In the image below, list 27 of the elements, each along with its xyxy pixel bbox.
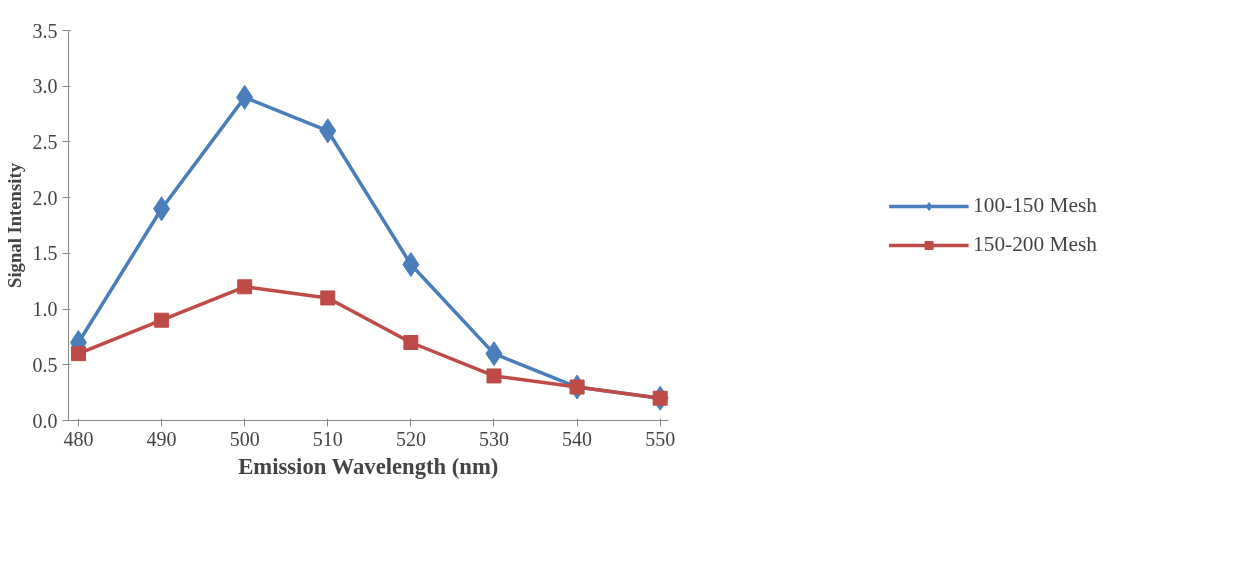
x-tick-label: 540 (562, 427, 593, 450)
x-tick-label: 550 (645, 427, 676, 450)
point (154, 312, 170, 328)
y-tick-label: 1.5 (32, 242, 58, 265)
legend-label: 150-200 Mesh (973, 232, 1097, 257)
x-axis-title: Emission Wavelength (nm) (238, 453, 499, 479)
point (237, 279, 253, 295)
point (403, 335, 419, 350)
point (320, 290, 336, 306)
x-tick-label: 510 (312, 427, 343, 450)
y-axis-title: Signal Intensity (3, 162, 25, 288)
x-tick-label: 490 (146, 427, 177, 450)
legend-label: 100-150 Mesh (973, 193, 1097, 218)
y-tick-label: 0.5 (32, 353, 58, 376)
point (486, 368, 502, 384)
point (402, 252, 420, 277)
x-tick-label: 520 (395, 427, 426, 450)
x-tick-label: 530 (478, 427, 509, 450)
y-tick-label: 3.0 (32, 75, 58, 98)
y-tick-label: 2.0 (32, 186, 58, 209)
point (70, 346, 86, 362)
y-tick-label: 1.0 (32, 298, 58, 321)
x-tick-label: 500 (229, 427, 260, 450)
x-tick-label: 480 (63, 427, 94, 450)
y-tick-label: 3.5 (32, 19, 58, 42)
y-tick-label: 2.5 (32, 130, 58, 153)
y-tick-label: 0.0 (32, 409, 58, 432)
